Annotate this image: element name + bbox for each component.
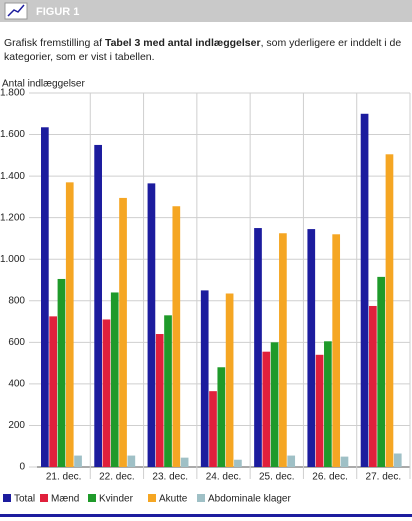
- bar: [127, 455, 136, 467]
- bar: [217, 367, 226, 467]
- bar: [393, 453, 402, 467]
- x-tick-label: 22. dec.: [99, 472, 135, 483]
- legend-swatch: [3, 494, 11, 502]
- bar: [209, 391, 217, 467]
- bar: [287, 455, 296, 467]
- bar: [41, 127, 49, 468]
- bar: [315, 354, 324, 467]
- bar: [57, 278, 66, 467]
- legend-swatch: [40, 494, 48, 502]
- legend-swatch: [197, 494, 205, 502]
- legend-label: Kvinder: [99, 494, 134, 505]
- y-tick-label: 1.200: [0, 212, 25, 223]
- bar: [49, 316, 57, 467]
- y-tick-label: 1.800: [0, 88, 25, 99]
- x-tick-label: 23. dec.: [152, 472, 188, 483]
- y-tick-label: 0: [19, 462, 25, 473]
- legend-label: Total: [14, 494, 35, 505]
- bar: [180, 457, 189, 467]
- bar: [110, 292, 119, 467]
- y-tick-label: 200: [8, 420, 25, 431]
- bar: [164, 315, 172, 467]
- bar: [385, 154, 394, 468]
- x-tick-label: 27. dec.: [366, 472, 402, 483]
- bar: [102, 319, 111, 467]
- header-title: FIGUR 1: [36, 6, 79, 18]
- legend-label: Akutte: [159, 494, 188, 505]
- x-tick-label: 26. dec.: [312, 472, 348, 483]
- bar: [74, 455, 82, 467]
- bar: [270, 342, 279, 467]
- bar: [279, 233, 287, 467]
- y-tick-label: 400: [8, 379, 25, 390]
- bar: [234, 459, 242, 467]
- bar: [340, 456, 349, 467]
- bar: [155, 334, 164, 467]
- bar: [332, 234, 341, 467]
- y-tick-label: 1.400: [0, 171, 25, 182]
- caption: Grafisk fremstilling af Tabel 3 med anta…: [4, 36, 408, 64]
- bar: [94, 144, 102, 467]
- caption-bold: Tabel 3 med antal indlæggelser: [104, 37, 261, 49]
- header-bar: [0, 0, 412, 22]
- caption-text: , som yderligere er inddelt i de kategor…: [4, 37, 402, 63]
- y-tick-label: 1.600: [0, 129, 25, 140]
- y-tick-label: 1.000: [0, 254, 25, 265]
- bar: [119, 197, 127, 467]
- x-tick-label: 21. dec.: [46, 472, 82, 483]
- x-tick-label: 25. dec.: [259, 472, 295, 483]
- x-tick-label: 24. dec.: [206, 472, 242, 483]
- legend-swatch: [148, 494, 156, 502]
- bottom-rule: [0, 514, 412, 517]
- header-icon-line: [7, 4, 25, 17]
- y-tick-label: 800: [8, 295, 25, 306]
- y-axis-label: Antal indlæggelser: [2, 79, 85, 90]
- y-tick-label: 600: [8, 337, 25, 348]
- bar: [225, 293, 234, 467]
- bar: [377, 276, 386, 467]
- legend-label: Mænd: [51, 494, 79, 505]
- bar: [360, 113, 369, 468]
- legend-swatch: [88, 494, 96, 502]
- bar: [262, 351, 271, 467]
- bar: [369, 305, 377, 467]
- caption-text: Grafisk fremstilling af: [4, 37, 105, 49]
- bar: [172, 206, 181, 467]
- bar: [200, 290, 209, 467]
- legend-label: Abdominale klager: [208, 494, 291, 505]
- bar: [254, 228, 262, 467]
- bar: [307, 229, 316, 467]
- bar: [65, 182, 74, 467]
- bar: [324, 341, 332, 467]
- bar: [147, 183, 156, 467]
